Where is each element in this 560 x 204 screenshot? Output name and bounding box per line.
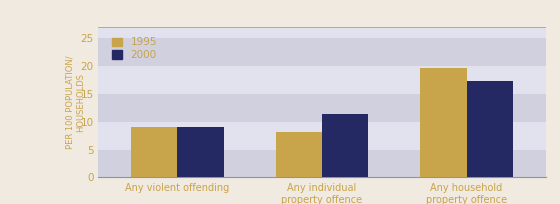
Bar — [98, 66, 546, 94]
Bar — [420, 69, 466, 177]
Bar — [178, 127, 224, 177]
Y-axis label: PER 100 POPULATION/
HOUSEHOLDS: PER 100 POPULATION/ HOUSEHOLDS — [66, 55, 85, 149]
Bar — [466, 81, 513, 177]
Bar — [98, 150, 546, 177]
Legend: 1995, 2000: 1995, 2000 — [108, 33, 161, 64]
Bar — [98, 94, 546, 122]
Bar — [276, 132, 322, 177]
Bar — [98, 122, 546, 150]
Bar — [322, 114, 368, 177]
Bar — [98, 38, 546, 66]
Bar — [131, 127, 178, 177]
